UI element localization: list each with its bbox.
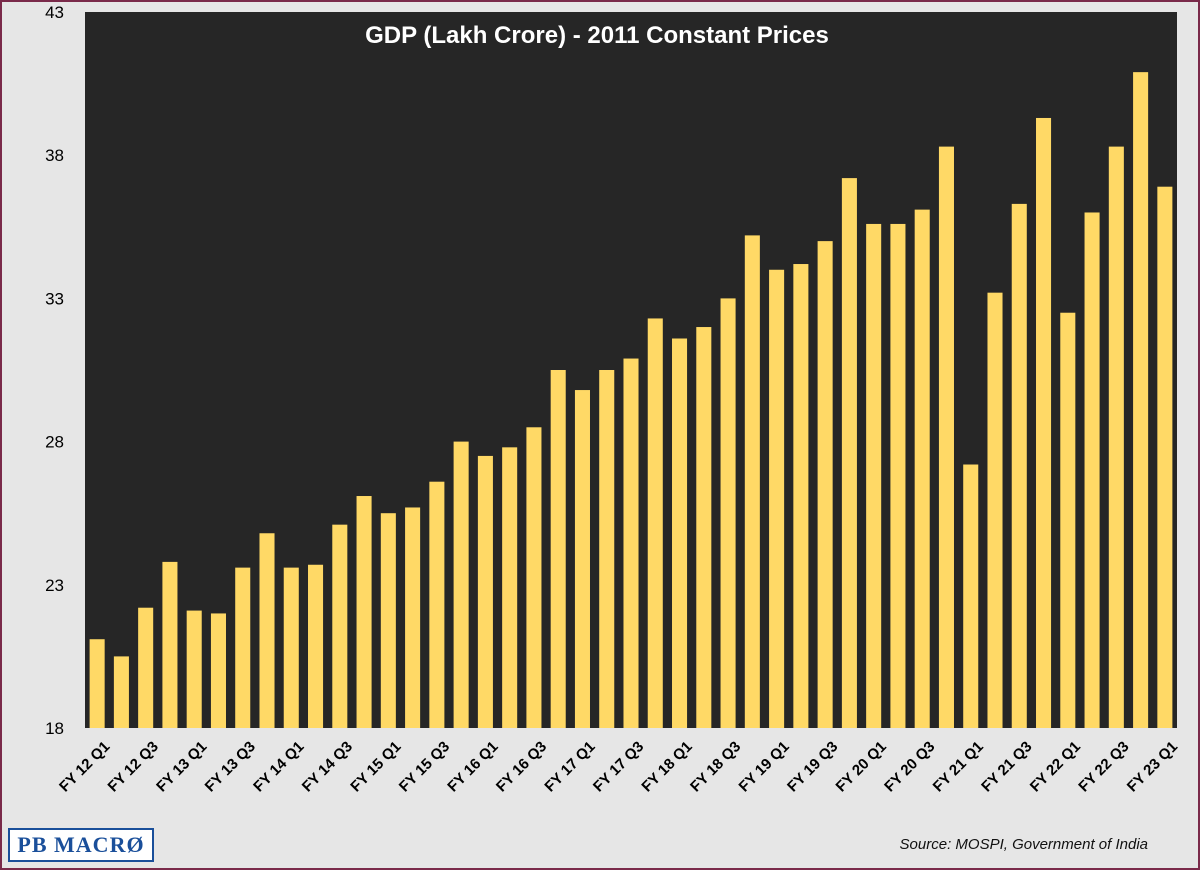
x-tick-label: FY 14 Q1	[250, 738, 307, 795]
bar-fy-13-q2	[210, 613, 226, 728]
bar-fy-14-q1	[283, 567, 299, 728]
bar-fy-16-q1	[477, 455, 493, 728]
x-tick-label: FY 17 Q1	[541, 738, 598, 795]
bar-fy-20-q1	[866, 223, 882, 728]
bar-fy-13-q4	[259, 533, 275, 728]
bar-fy-13-q3	[235, 567, 251, 728]
bar-fy-12-q1	[89, 639, 105, 728]
bar-fy-22-q1	[1060, 312, 1076, 728]
x-tick-label: FY 14 Q3	[299, 738, 356, 795]
bar-fy-19-q2	[793, 264, 809, 728]
x-tick-label: FY 13 Q1	[153, 738, 210, 795]
y-tick-label: 23	[45, 576, 64, 595]
bar-fy-14-q4	[356, 496, 372, 728]
x-tick-label: FY 17 Q3	[590, 738, 647, 795]
bar-fy-18-q4	[744, 235, 760, 728]
pb-macro-logo: PB MACRØ	[8, 828, 154, 862]
x-tick-label: FY 13 Q3	[202, 738, 259, 795]
y-tick-label: 28	[45, 433, 64, 452]
x-tick-label: FY 19 Q3	[784, 738, 841, 795]
bar-fy-21-q2	[987, 292, 1003, 728]
bar-fy-12-q3	[138, 607, 154, 728]
bar-fy-23-q1	[1157, 186, 1173, 728]
bar-fy-15-q4	[453, 441, 469, 728]
bar-fy-21-q1	[963, 464, 979, 728]
bar-fy-17-q2	[599, 370, 615, 728]
bar-fy-20-q3	[914, 209, 930, 728]
bar-fy-19-q4	[841, 178, 857, 729]
bar-fy-17-q3	[623, 358, 639, 728]
bar-fy-21-q3	[1011, 203, 1027, 728]
bar-fy-14-q3	[332, 524, 348, 728]
x-tick-label: FY 18 Q3	[687, 738, 744, 795]
bar-fy-17-q1	[574, 390, 590, 728]
logo-text: PB MACRØ	[17, 832, 145, 857]
x-tick-label: FY 12 Q1	[56, 738, 113, 795]
bar-fy-22-q2	[1084, 212, 1100, 729]
bar-fy-13-q1	[186, 610, 202, 728]
bar-fy-20-q2	[890, 223, 906, 728]
bar-fy-15-q3	[429, 481, 445, 728]
bar-fy-15-q2	[405, 507, 421, 728]
x-tick-label: FY 12 Q3	[105, 738, 162, 795]
bar-fy-16-q3	[526, 427, 542, 728]
bar-fy-20-q4	[938, 146, 954, 729]
bar-fy-21-q4	[1036, 117, 1052, 729]
bar-fy-18-q1	[672, 338, 688, 728]
x-tick-label: FY 15 Q3	[396, 738, 453, 795]
bar-fy-19-q1	[769, 269, 785, 728]
y-tick-label: 43	[45, 3, 64, 22]
bar-fy-15-q1	[380, 513, 396, 728]
x-tick-label: FY 18 Q1	[638, 738, 695, 795]
bar-fy-16-q2	[502, 447, 518, 728]
x-tick-label: FY 21 Q3	[978, 738, 1035, 795]
bar-series	[89, 72, 1173, 729]
x-tick-label: FY 20 Q3	[881, 738, 938, 795]
y-tick-label: 38	[45, 146, 64, 165]
y-axis: 18 23 28 33 38 43	[45, 3, 64, 738]
bar-fy-14-q2	[308, 564, 324, 728]
y-tick-label: 33	[45, 289, 64, 308]
y-tick-label: 18	[45, 719, 64, 738]
x-tick-label: FY 19 Q1	[736, 738, 793, 795]
x-tick-label: FY 20 Q1	[833, 738, 890, 795]
bar-fy-19-q3	[817, 241, 833, 728]
bar-fy-16-q4	[550, 370, 566, 728]
bar-fy-22-q4	[1133, 72, 1149, 728]
bar-fy-12-q4	[162, 561, 178, 728]
x-tick-label: FY 22 Q3	[1075, 738, 1132, 795]
source-note: Source: MOSPI, Government of India	[900, 836, 1148, 853]
bar-fy-12-q2	[113, 656, 129, 728]
x-tick-label: FY 21 Q1	[930, 738, 987, 795]
x-tick-label: FY 22 Q1	[1027, 738, 1084, 795]
chart-title: GDP (Lakh Crore) - 2011 Constant Prices	[365, 22, 829, 49]
bar-fy-18-q2	[696, 327, 712, 728]
bar-fy-17-q4	[647, 318, 663, 728]
bar-fy-18-q3	[720, 298, 736, 728]
x-tick-label: FY 23 Q1	[1124, 738, 1181, 795]
x-tick-label: FY 15 Q1	[347, 738, 404, 795]
x-tick-label: FY 16 Q3	[493, 738, 550, 795]
bar-fy-22-q3	[1108, 146, 1124, 729]
x-tick-label: FY 16 Q1	[444, 738, 501, 795]
